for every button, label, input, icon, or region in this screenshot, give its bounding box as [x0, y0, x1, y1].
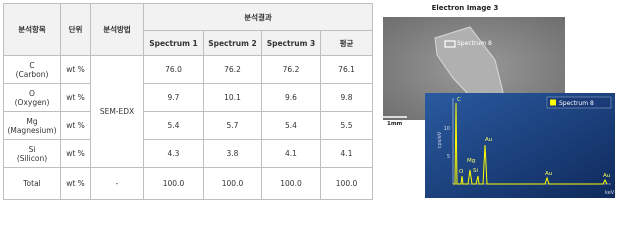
scale-label: 1mm [387, 121, 403, 127]
item-cell: Mg (Magnesium) [3, 111, 61, 140]
peak-label: Au [603, 173, 610, 179]
value-cell: 76.0 [143, 55, 204, 84]
region-label: Spectrum 8 [457, 40, 492, 47]
method-cell: - [90, 167, 144, 200]
value-cell: 76.2 [261, 55, 321, 84]
value-cell: 4.1 [319, 139, 374, 168]
unit-cell: wt % [60, 55, 91, 84]
unit-cell: wt % [60, 111, 91, 140]
value-cell: 100.0 [203, 167, 262, 200]
value-cell: 4.1 [261, 139, 321, 168]
value-cell: 3.8 [203, 139, 262, 168]
legend [546, 96, 612, 109]
value-cell: 10.1 [203, 83, 262, 112]
page: 분석항목 단위 분석방법 분석결과 Spectrum 1 Spectrum 2 … [3, 3, 615, 200]
subheader-cell: Spectrum 1 [143, 30, 204, 56]
y-axis-label: cps/eV [437, 131, 443, 148]
subheader-cell: 평균 [319, 30, 374, 56]
peak-label: Mg [467, 158, 475, 164]
value-cell: 5.4 [261, 111, 321, 140]
y-tick-label: 5 [447, 154, 450, 160]
value-cell: 5.7 [203, 111, 262, 140]
legend-label: Spectrum 8 [559, 100, 594, 107]
peak-labels: C OMg Si Au Au Au [457, 97, 610, 179]
value-cell: 100.0 [143, 167, 204, 200]
header-cell: 단위 [60, 3, 91, 56]
sem-edx-figure: Electron Image 3 Spectrum 8 1mm Spectrum… [383, 4, 615, 198]
item-text: (Carbon) [15, 69, 49, 79]
value-cell: 76.2 [203, 55, 262, 84]
method-cell: SEM-EDX [90, 55, 144, 168]
item-cell: Si (Silicon) [3, 139, 61, 168]
peak-label: Au [485, 137, 492, 143]
peak-label: C [457, 97, 461, 103]
unit-cell: wt % [60, 167, 91, 200]
unit-cell: wt % [60, 139, 91, 168]
legend-swatch [550, 99, 556, 106]
header-cell: 분석방법 [90, 3, 144, 56]
item-text: (Oxygen) [14, 97, 50, 107]
value-cell: 76.1 [319, 55, 374, 84]
result-table: 분석항목 단위 분석방법 분석결과 Spectrum 1 Spectrum 2 … [3, 3, 374, 200]
peak-label: Si [473, 168, 478, 174]
item-cell: C (Carbon) [3, 55, 61, 84]
item-text: (Silicon) [16, 153, 48, 163]
peak-label: Au [545, 171, 552, 177]
value-cell: 9.8 [319, 83, 374, 112]
item-cell: Total [3, 167, 61, 200]
y-tick-label: 10 [444, 126, 450, 132]
x-axis-label: keV [605, 190, 615, 196]
value-cell: 5.5 [319, 111, 374, 140]
header-cell: 분석결과 [142, 3, 374, 31]
item-cell: O (Oxygen) [3, 83, 61, 112]
value-cell: 100.0 [261, 167, 321, 200]
value-cell: 9.6 [261, 83, 321, 112]
subheader-cell: Spectrum 2 [203, 30, 262, 56]
item-text: O [29, 88, 35, 98]
subheader-cell: Spectrum 3 [261, 30, 321, 56]
region-box [444, 40, 456, 48]
peak-label: O [459, 169, 464, 175]
spectrum-trace [453, 102, 608, 185]
value-cell: 5.4 [143, 111, 204, 140]
unit-cell: wt % [60, 83, 91, 112]
header-cell: 분석항목 [3, 3, 61, 56]
image-title: Electron Image 3 [432, 4, 499, 12]
item-text: C [29, 60, 35, 70]
item-text: Si [28, 144, 36, 154]
item-text: (Magnesium) [7, 125, 57, 135]
spectrum-panel [425, 93, 615, 198]
value-cell: 4.3 [143, 139, 204, 168]
item-text: Mg [26, 116, 38, 126]
value-cell: 9.7 [143, 83, 204, 112]
value-cell: 100.0 [319, 167, 374, 200]
